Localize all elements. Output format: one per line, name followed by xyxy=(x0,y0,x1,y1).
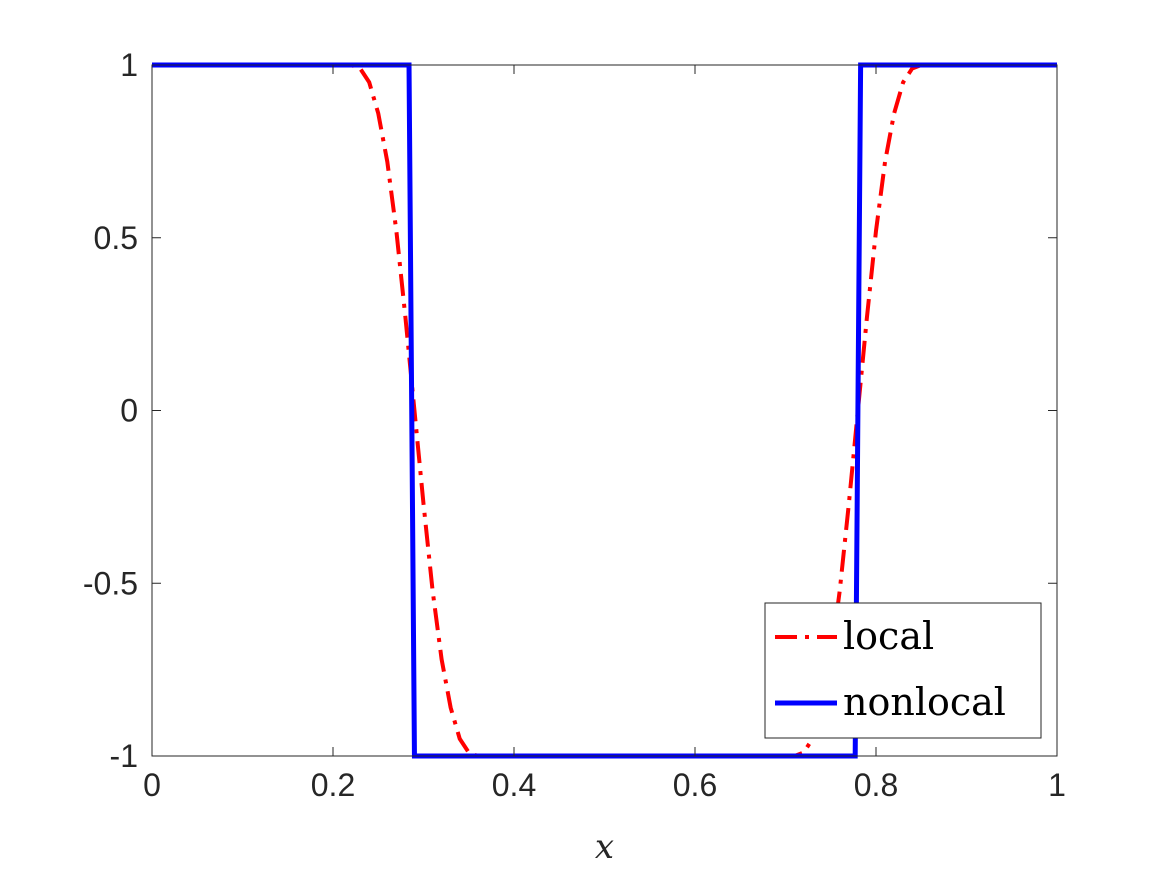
x-tick-label: 0.8 xyxy=(854,767,898,803)
x-tick-label: 0.4 xyxy=(492,767,536,803)
legend-label-local: local xyxy=(843,614,934,658)
x-tick-label: 0.2 xyxy=(311,767,355,803)
x-tick-label: 1 xyxy=(1048,767,1066,803)
legend-box xyxy=(764,602,1042,739)
y-tick-label: -0.5 xyxy=(83,565,138,601)
y-tick-label: 1 xyxy=(120,47,138,83)
legend: local nonlocal xyxy=(764,602,1042,739)
x-axis-title: x xyxy=(595,827,614,867)
legend-label-nonlocal: nonlocal xyxy=(843,680,1006,724)
x-tick-label: 0 xyxy=(143,767,161,803)
x-tick-label: 0.6 xyxy=(673,767,717,803)
y-tick-label: 0.5 xyxy=(94,220,138,256)
y-tick-label: -1 xyxy=(110,738,138,774)
ticks-layer: 0 0.2 0.4 0.6 0.8 1 -1 -0.5 0 0.5 1 xyxy=(83,47,1066,803)
y-tick-label: 0 xyxy=(120,393,138,429)
